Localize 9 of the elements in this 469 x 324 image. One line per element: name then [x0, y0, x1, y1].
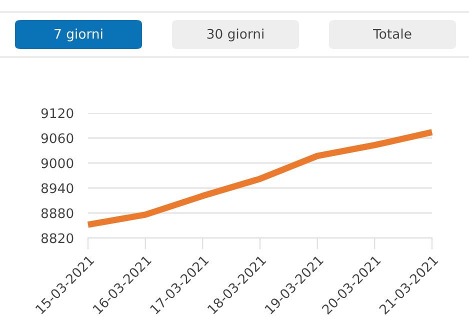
text: Totale [372, 28, 412, 39]
y-tick-label: 8940 [41, 183, 74, 194]
text: 7 giorni [54, 28, 102, 42]
y-tick-label: 8880 [41, 208, 74, 218]
y-tick-label: 9060 [41, 133, 74, 144]
y-tick-label: 8820 [41, 233, 74, 244]
text: 30 giorni [207, 28, 264, 42]
y-tick-label: 9120 [41, 108, 74, 118]
y-tick-label: 9000 [41, 158, 74, 168]
